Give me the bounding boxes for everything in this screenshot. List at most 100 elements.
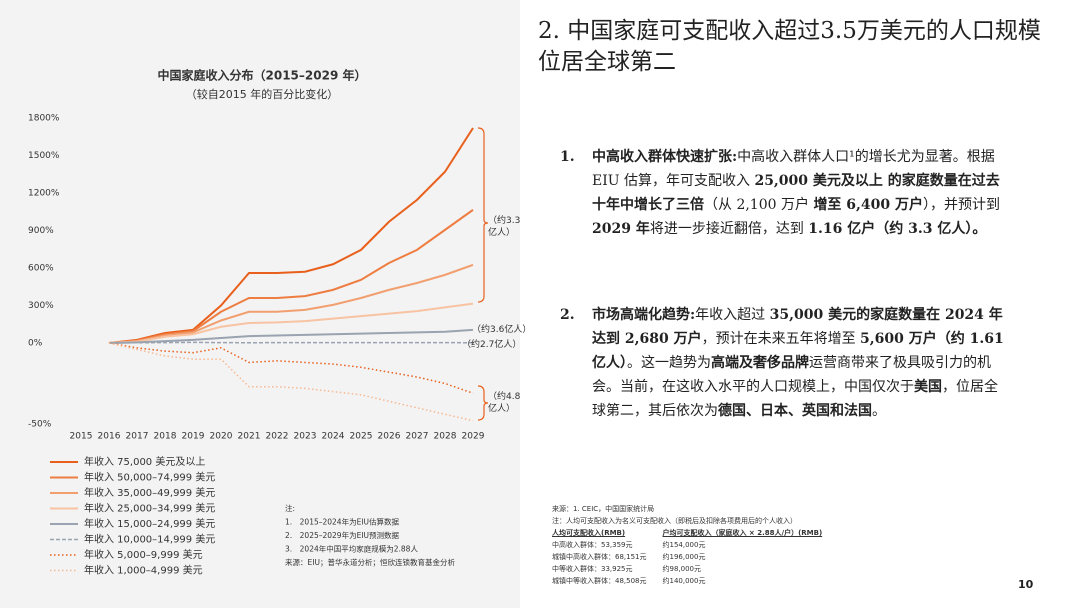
y-tick-label: -50% [28,420,52,430]
heading: 2. 中国家庭可支配收入超过3.5万美元的人口规模位居全球第二 [538,18,1041,75]
annotation: （约2.7亿人） [462,340,522,350]
y-tick-label: 1200% [28,189,60,199]
chart: 中国家庭收入分布（2015–2029 年） （较自2015 年的百分比变化） 1… [28,68,489,577]
text-run: 增至 6,400 万户 [813,197,924,213]
cell: 城镇中高收入群体：68,151元 [552,553,647,561]
bullet-text: 中高收入群体快速扩张:中高收入群体人口¹的增长尤为显著。根据 EIU 估算，年可… [592,145,1005,241]
series-line [108,341,474,344]
series-line [108,342,474,422]
annotation: （约4.8亿人） [488,392,521,414]
x-tick-label: 2029 [462,432,485,442]
cell: 约140,000元 [662,577,706,585]
note: 注: [285,503,295,513]
y-tick-label: 1500% [28,151,60,161]
series-line [108,263,474,344]
bullet-number: 1. [560,149,575,165]
x-tick-label: 2027 [406,432,429,442]
text-run: 运营商带来了极具吸引力的机会。当前，在这收入水平的人口规模上，中国仅次于 [592,355,991,395]
bullet-number: 2. [560,307,575,323]
row: 中等收入群体：33,925元 约98,000元 [552,563,838,575]
text-run: 2029 年 [592,221,650,237]
x-tick-label: 2021 [238,432,261,442]
legend-label: 年收入 35,000–49,999 美元 [84,486,215,499]
row: 中高收入群体：53,359元 约154,000元 [552,539,838,551]
bullet-text: 市场高端化趋势:年收入超过 35,000 美元的家庭数量在 2024 年 达到 … [592,303,1005,423]
y-tick-label: 900% [28,226,54,236]
legend-label: 年收入 25,000–34,999 美元 [84,502,215,515]
legend-label: 年收入 15,000–24,999 美元 [84,517,215,530]
text-run: 将进一步接近翻倍，达到 [649,221,809,237]
text-run: 年收入超过 [695,307,770,323]
x-tick-label: 2017 [126,432,149,442]
x-tick-label: 2022 [266,432,289,442]
chart-title: 中国家庭收入分布（2015–2029 年） [158,68,367,83]
series-line [108,209,474,344]
row: 城镇中高收入群体：68,151元 约196,000元 [552,551,838,563]
cell: 城镇中等收入群体：48,508元 [552,577,647,585]
x-tick-label: 2025 [350,432,373,442]
text-run: 1.16 亿户（约 3.3 亿人）。 [808,221,987,237]
y-tick-label: 600% [28,264,54,274]
source: 来源：1. CEIC，中国国家统计局 [552,505,655,513]
text-run: 5,600 万户（约 1.61 亿人） [592,331,1004,371]
text-run: 高端及奢侈品牌 [711,355,809,371]
cell: 约154,000元 [662,541,706,549]
chart-subtitle: （较自2015 年的百分比变化） [186,87,339,101]
series-line [108,342,474,394]
y-tick-label: 0% [28,339,43,349]
header-cell: 人均可支配收入(RMB) [552,529,626,537]
legend-label: 年收入 75,000 美元及以上 [84,455,205,468]
page-number: 10 [1018,578,1034,591]
note: 2. 2025–2029年为EIU预测数据 [285,530,400,540]
x-tick-label: 2018 [154,432,177,442]
text-run: 德国、日本、英国和法国 [718,403,872,419]
x-tick-label: 2026 [378,432,401,442]
y-tick-label: 1800% [28,114,60,124]
bullet: 2. 市场高端化趋势:年收入超过 35,000 美元的家庭数量在 2024 年 达… [560,303,1005,423]
text-run: 市场高端化趋势: [592,307,696,323]
text-run: 美国 [914,379,942,395]
cell: 中高收入群体：53,359元 [552,541,633,549]
text-run: ，位居全球第二，其后依次为 [592,379,998,419]
income-table: 人均可支配收入(RMB) 户均可支配收入（家庭收入 × 2.88人/户）(RMB)… [552,527,838,587]
text-run: 25,000 美元及以上 的家庭数量在过去十年中增长了三倍 [592,173,1000,213]
brace [477,385,489,421]
y-tick-label: 300% [28,301,54,311]
x-tick-label: 2019 [182,432,205,442]
legend-label: 年收入 50,000–74,999 美元 [84,471,215,484]
series-line [108,302,474,344]
cell: 约98,000元 [662,565,702,573]
text-run: 中高收入群体人口¹的增长尤为显著。根据 EIU 估算，年可支配收入 [592,149,995,189]
legend-label: 年收入 10,000–14,999 美元 [84,533,215,546]
x-tick-label: 2028 [434,432,457,442]
header-row: 人均可支配收入(RMB) 户均可支配收入（家庭收入 × 2.88人/户）(RMB) [552,527,838,539]
bullet: 1. 中高收入群体快速扩张:中高收入群体人口¹的增长尤为显著。根据 EIU 估算，… [560,145,1005,241]
annotation: （约3.3亿人） [488,216,521,238]
footnote: 来源：1. CEIC，中国国家统计局 注：人均可支配收入为名义可支配收入（即税后… [552,503,932,587]
chart-panel: 中国家庭收入分布（2015–2029 年） （较自2015 年的百分比变化） 1… [0,0,531,608]
text-run: 。这一趋势为 [627,355,711,371]
x-tick-label: 2020 [210,432,233,442]
x-tick-label: 2015 [70,432,93,442]
note: 3. 2024年中国平均家庭规模为2.88人 [285,544,418,554]
text-run: 35,000 美元的家庭数量在 2024 年 达到 2,680 万户 [592,307,1003,347]
annotation: （约3.6亿人） [472,325,532,335]
legend-label: 年收入 1,000–4,999 美元 [84,564,203,577]
row: 城镇中等收入群体：48,508元 约140,000元 [552,575,838,587]
text-run: ，预计在未来五年将增至 [701,331,861,347]
legend-label: 年收入 5,000–9,999 美元 [84,548,203,561]
cell: 中等收入群体：33,925元 [552,565,633,573]
cell: 约196,000元 [662,553,706,561]
x-tick-label: 2023 [294,432,317,442]
text-run: （从 2,100 万户 [704,197,814,213]
header-cell: 户均可支配收入（家庭收入 × 2.88人/户）(RMB) [662,529,823,537]
series-line [108,127,474,344]
note: 注：人均可支配收入为名义可支配收入（即税后及扣除各项费用后的个人收入） [552,517,797,525]
x-tick-label: 2024 [322,432,345,442]
text-run: ），并预计到 [923,197,1001,213]
text-run: 。 [872,403,886,419]
series-line [108,328,474,344]
note: 1. 2015–2024年为EIU估算数据 [285,517,400,527]
x-tick-label: 2016 [98,432,121,442]
